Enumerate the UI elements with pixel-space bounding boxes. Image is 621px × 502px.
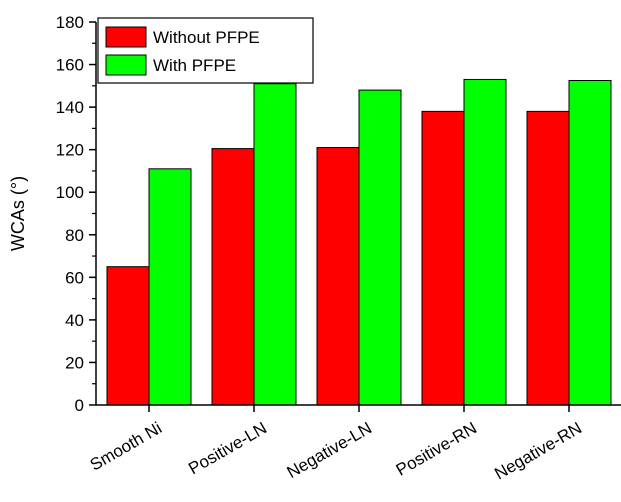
y-axis-title: WCAs (°) [8,176,28,251]
y-tick-label: 160 [56,56,84,75]
y-tick-label: 180 [56,13,84,32]
legend-swatch [105,26,147,48]
bar-with-pfpe-negative-ln [358,89,402,406]
bar-without-pfpe-negative-rn [526,110,570,406]
y-tick-label: 140 [56,98,84,117]
y-tick-label: 120 [56,141,84,160]
bar-with-pfpe-positive-rn [463,78,507,406]
bar-without-pfpe-positive-rn [421,110,465,406]
y-tick-label: 60 [65,268,84,287]
bar-with-pfpe-positive-ln [253,83,297,406]
bars [106,78,612,406]
legend: Without PFPE With PFPE [97,17,314,84]
x-category-label: Smooth Ni [87,418,165,474]
y-tick-label: 20 [65,353,84,372]
bar-with-pfpe-negative-rn [568,80,612,406]
y-tick-label: 0 [75,396,84,415]
bar-without-pfpe-smooth-ni [106,266,150,406]
x-category-label: Positive-RN [393,418,480,479]
bar-without-pfpe-positive-ln [211,148,255,406]
x-category-label: Negative-RN [491,418,585,483]
x-category-label: Negative-LN [284,418,375,482]
x-category-label: Positive-LN [185,418,270,478]
y-tick-label: 40 [65,311,84,330]
bar-without-pfpe-negative-ln [316,147,360,406]
bar-with-pfpe-smooth-ni [148,168,192,406]
legend-label: Without PFPE [153,28,260,47]
y-tick-label: 100 [56,183,84,202]
legend-label: With PFPE [153,56,236,75]
legend-swatch [105,54,147,76]
y-tick-label: 80 [65,226,84,245]
